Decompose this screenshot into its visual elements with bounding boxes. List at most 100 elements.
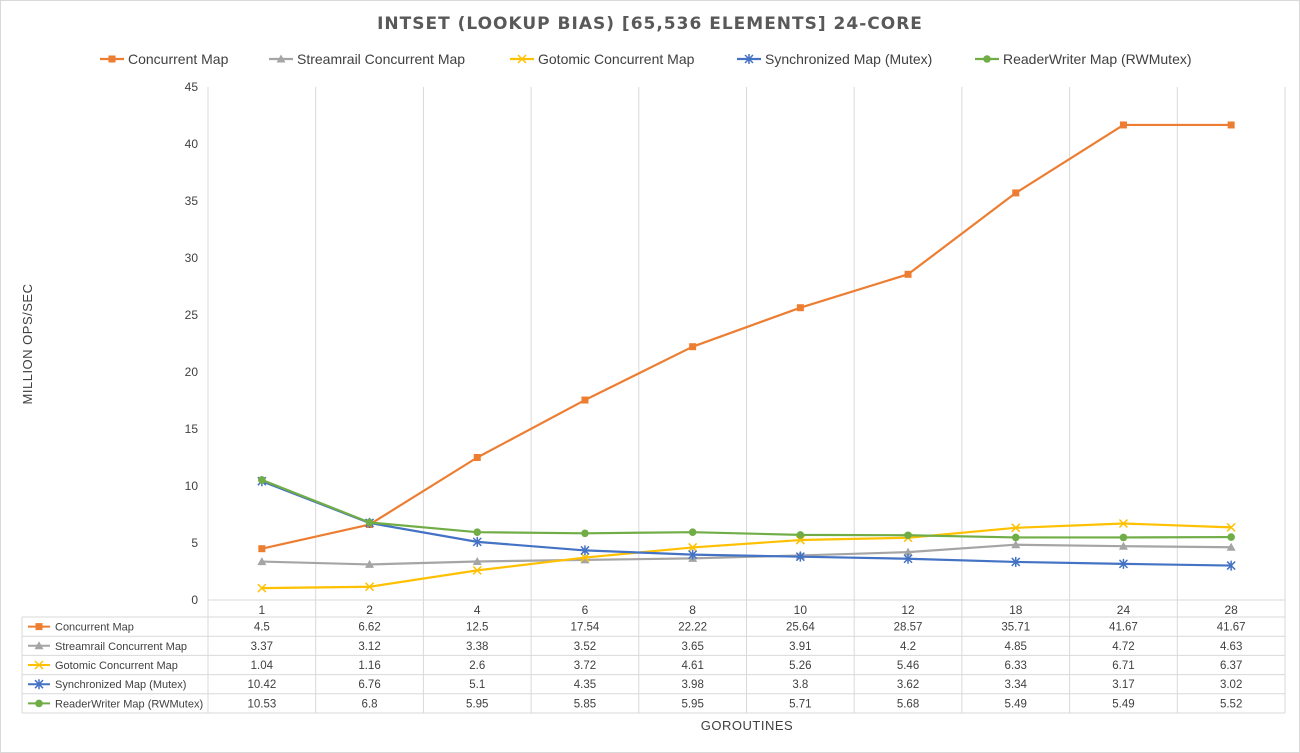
table-cell: 4.61	[681, 660, 703, 672]
data-point	[1118, 541, 1128, 550]
table-cell: 1.16	[358, 660, 380, 672]
series-line	[261, 543, 1232, 566]
data-point	[580, 545, 590, 556]
table-cell: 22.22	[678, 622, 707, 634]
x-tick-label: 18	[1009, 603, 1023, 617]
y-tick-label: 45	[185, 80, 199, 94]
data-point	[1119, 121, 1127, 129]
series-1	[257, 540, 1236, 568]
legend-label: Gotomic Concurrent Map	[538, 51, 695, 67]
table-cell: 6.8	[362, 698, 378, 710]
data-point	[581, 396, 589, 404]
data-point	[688, 549, 698, 560]
table-cell: 1.04	[251, 660, 274, 672]
data-point	[580, 555, 590, 564]
y-axis-title: MILLION OPS/SEC	[20, 284, 35, 405]
table-cell: 25.64	[786, 622, 815, 634]
table-row-marker	[34, 641, 44, 650]
series-4	[258, 476, 1235, 542]
table-cell: 10.53	[247, 698, 276, 710]
y-tick-label: 25	[185, 308, 199, 322]
data-point	[1226, 542, 1236, 551]
table-cell: 4.63	[1220, 641, 1242, 653]
table-cell: 4.2	[900, 641, 916, 653]
series-0	[258, 121, 1235, 553]
data-point	[365, 582, 375, 592]
table-cell: 3.65	[681, 641, 703, 653]
data-point	[1118, 558, 1128, 569]
x-tick-label: 12	[901, 603, 915, 617]
table-row-label: Streamrail Concurrent Map	[55, 641, 187, 653]
table-row: Gotomic Concurrent Map 1.04 1.16 2.6 3.72 4.6…	[28, 660, 1242, 672]
series-line	[261, 123, 1232, 550]
data-point	[472, 565, 482, 575]
data-point	[257, 583, 267, 593]
table-cell: 41.67	[1217, 622, 1246, 634]
legend-marker	[983, 55, 991, 63]
y-tick-label: 30	[185, 251, 199, 265]
table-cell: 3.62	[897, 679, 919, 691]
data-point	[365, 559, 375, 568]
table-row-label: Concurrent Map	[55, 622, 134, 634]
table-cell: 3.98	[681, 679, 703, 691]
data-point	[1011, 533, 1020, 542]
table-cell: 3.02	[1220, 679, 1242, 691]
data-point	[796, 531, 805, 539]
legend-item: Synchronized Map (Mutex)	[737, 51, 932, 67]
y-tick-label: 20	[185, 365, 199, 379]
table-cell: 2.6	[469, 660, 485, 672]
data-point	[689, 343, 697, 351]
legend-label: Concurrent Map	[128, 51, 229, 67]
table-cell: 3.34	[1005, 679, 1028, 691]
table-cell: 41.67	[1109, 622, 1138, 634]
table-row-marker	[34, 679, 44, 690]
legend-label: Streamrail Concurrent Map	[297, 51, 465, 67]
table-cell: 6.33	[1005, 660, 1027, 672]
legend-marker	[108, 55, 116, 63]
table-row: ReaderWriter Map (RWMutex) 10.53 6.8 5.95 5.…	[28, 698, 1242, 710]
y-tick-label: 5	[191, 536, 198, 550]
table-cell: 6.37	[1220, 660, 1242, 672]
x-tick-label: 8	[689, 603, 696, 617]
data-point	[473, 454, 481, 461]
table-cell: 5.26	[789, 660, 811, 672]
x-tick-label: 2	[366, 603, 373, 617]
table-cell: 6.76	[358, 679, 380, 691]
legend-item: Concurrent Map	[100, 51, 229, 67]
gridlines	[207, 87, 1286, 617]
table-cell: 5.85	[574, 698, 596, 710]
x-tick-label: 6	[582, 603, 589, 617]
y-tick-label: 40	[185, 137, 199, 151]
table-cell: 3.91	[789, 641, 811, 653]
table-cell: 5.1	[469, 679, 485, 691]
table-cell: 3.72	[574, 660, 596, 672]
table-row: Streamrail Concurrent Map 3.37 3.12 3.38 3.5…	[28, 641, 1242, 653]
table-cell: 4.5	[254, 622, 270, 634]
legend: Concurrent Map Streamrail Concurrent Map G…	[100, 51, 1192, 67]
table-cell: 4.72	[1112, 641, 1134, 653]
table-cell: 3.8	[792, 679, 808, 691]
table-cell: 5.49	[1005, 698, 1027, 710]
data-point	[1227, 533, 1235, 541]
table-row: Synchronized Map (Mutex) 10.42 6.76 5.1 4.35…	[28, 679, 1242, 691]
series-line	[261, 480, 1232, 567]
table-cell: 4.35	[574, 679, 596, 691]
y-tick-label: 15	[185, 422, 199, 436]
table-cell: 4.85	[1005, 641, 1027, 653]
table-cell: 28.57	[894, 622, 923, 634]
table-cell: 17.54	[571, 622, 600, 634]
data-point	[904, 531, 912, 540]
table-cell: 12.5	[466, 622, 488, 634]
data-point	[904, 270, 912, 278]
table-cell: 3.38	[466, 641, 488, 653]
data-point	[795, 551, 805, 562]
legend-item: Streamrail Concurrent Map	[269, 51, 465, 67]
table-cell: 3.52	[574, 641, 596, 653]
table-cell: 5.46	[897, 660, 919, 672]
data-table: Concurrent Map 4.5 6.62 12.5 17.54 22.22 25.64…	[21, 616, 1286, 714]
table-cell: 3.12	[358, 641, 380, 653]
y-tick-label: 0	[191, 593, 198, 607]
